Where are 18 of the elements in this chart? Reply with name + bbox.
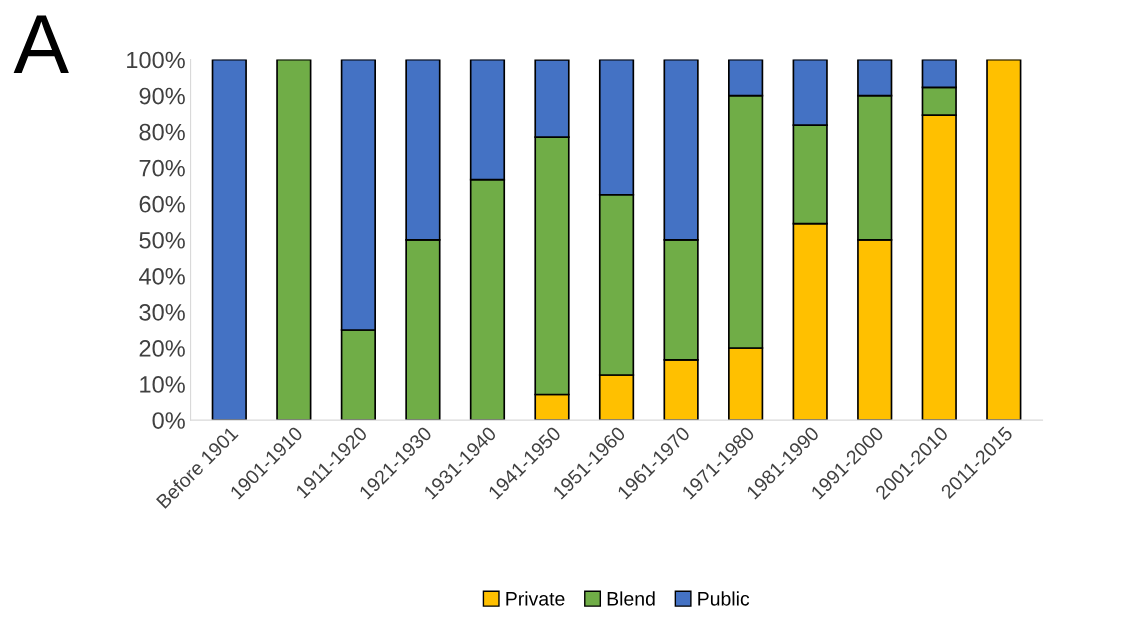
y-tick-label: 50%: [139, 231, 185, 249]
y-tick-label: 80%: [139, 123, 185, 141]
legend-label: Public: [698, 591, 750, 606]
bar: [211, 59, 247, 421]
y-tick-label: 20%: [139, 340, 185, 357]
y-tick-label: 40%: [139, 267, 185, 285]
y-tick-label: 0%: [152, 412, 185, 429]
y-tick-label: 100%: [127, 51, 185, 69]
y-tick-label: 70%: [139, 159, 185, 177]
legend-label: Blend: [607, 591, 655, 606]
chart-title: A: [13, 15, 69, 73]
bar: [986, 59, 1022, 421]
y-tick-label: 30%: [139, 304, 185, 321]
y-tick-label: 60%: [139, 195, 185, 213]
y-tick-label: 10%: [140, 376, 185, 393]
bar: [276, 59, 312, 421]
legend-label: Private: [506, 591, 565, 606]
y-tick-label: 90%: [139, 87, 185, 105]
